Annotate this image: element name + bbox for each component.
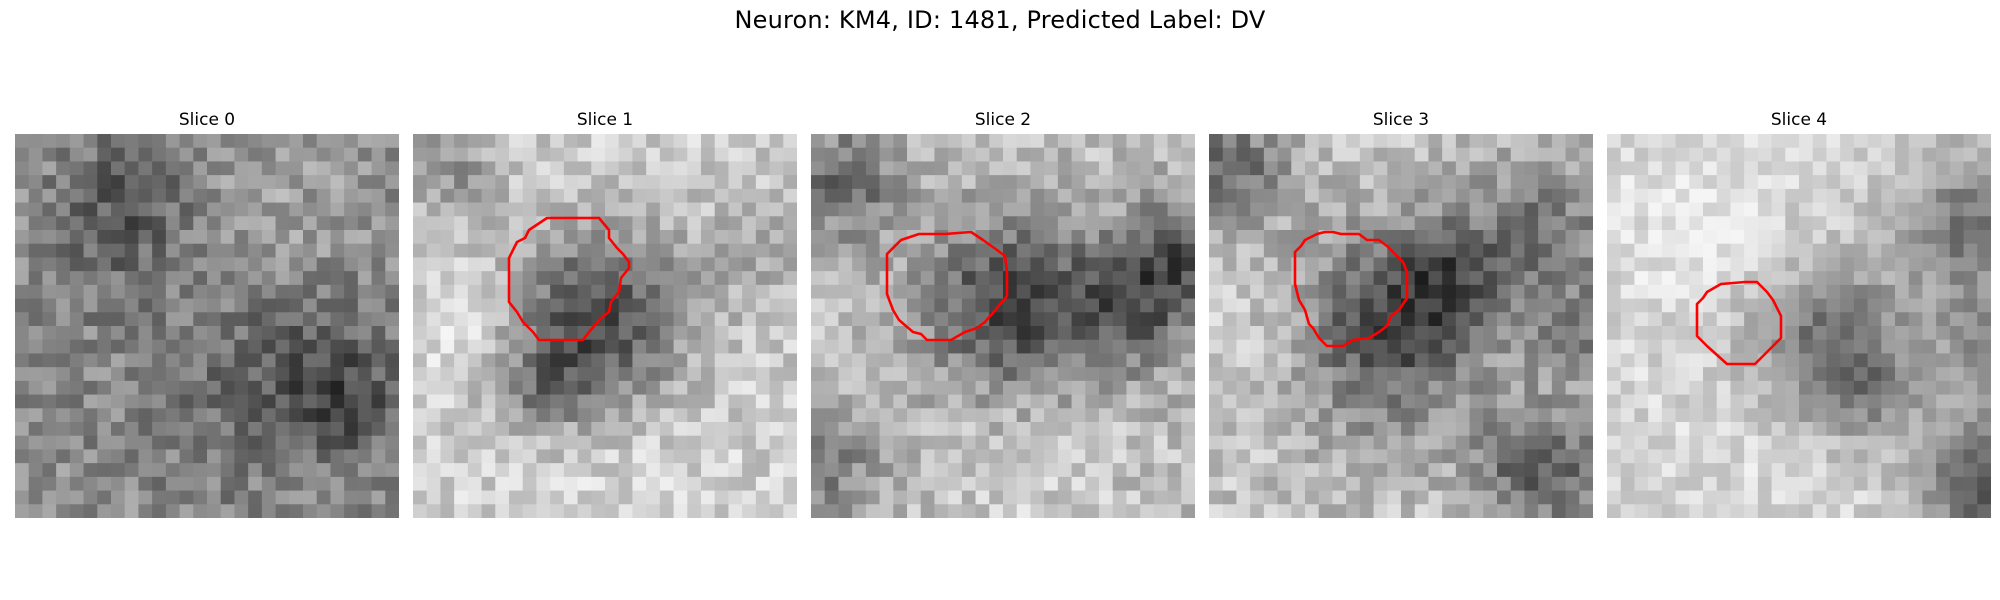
slice-title: Slice 1 xyxy=(576,110,634,130)
slice-image xyxy=(15,134,399,518)
slice-title: Slice 0 xyxy=(178,110,236,130)
slice-panel-3: Slice 3 xyxy=(1209,108,1593,518)
slice-image xyxy=(1607,134,1991,518)
roi-outline xyxy=(1293,230,1409,348)
slice-image xyxy=(1209,134,1593,518)
slice-title: Slice 3 xyxy=(1372,110,1430,130)
slice-panel-0: Slice 0 xyxy=(15,108,399,518)
roi-outline xyxy=(1695,280,1783,366)
slice-image xyxy=(413,134,797,518)
slice-title: Slice 2 xyxy=(974,110,1032,130)
slice-title: Slice 4 xyxy=(1770,110,1828,130)
roi-outline xyxy=(885,230,1009,342)
slice-panel-1: Slice 1 xyxy=(413,108,797,518)
figure-title: Neuron: KM4, ID: 1481, Predicted Label: … xyxy=(734,6,1266,34)
slice-image xyxy=(811,134,1195,518)
slice-panel-2: Slice 2 xyxy=(811,108,1195,518)
slice-panel-4: Slice 4 xyxy=(1607,108,1991,518)
roi-outline xyxy=(507,216,631,342)
